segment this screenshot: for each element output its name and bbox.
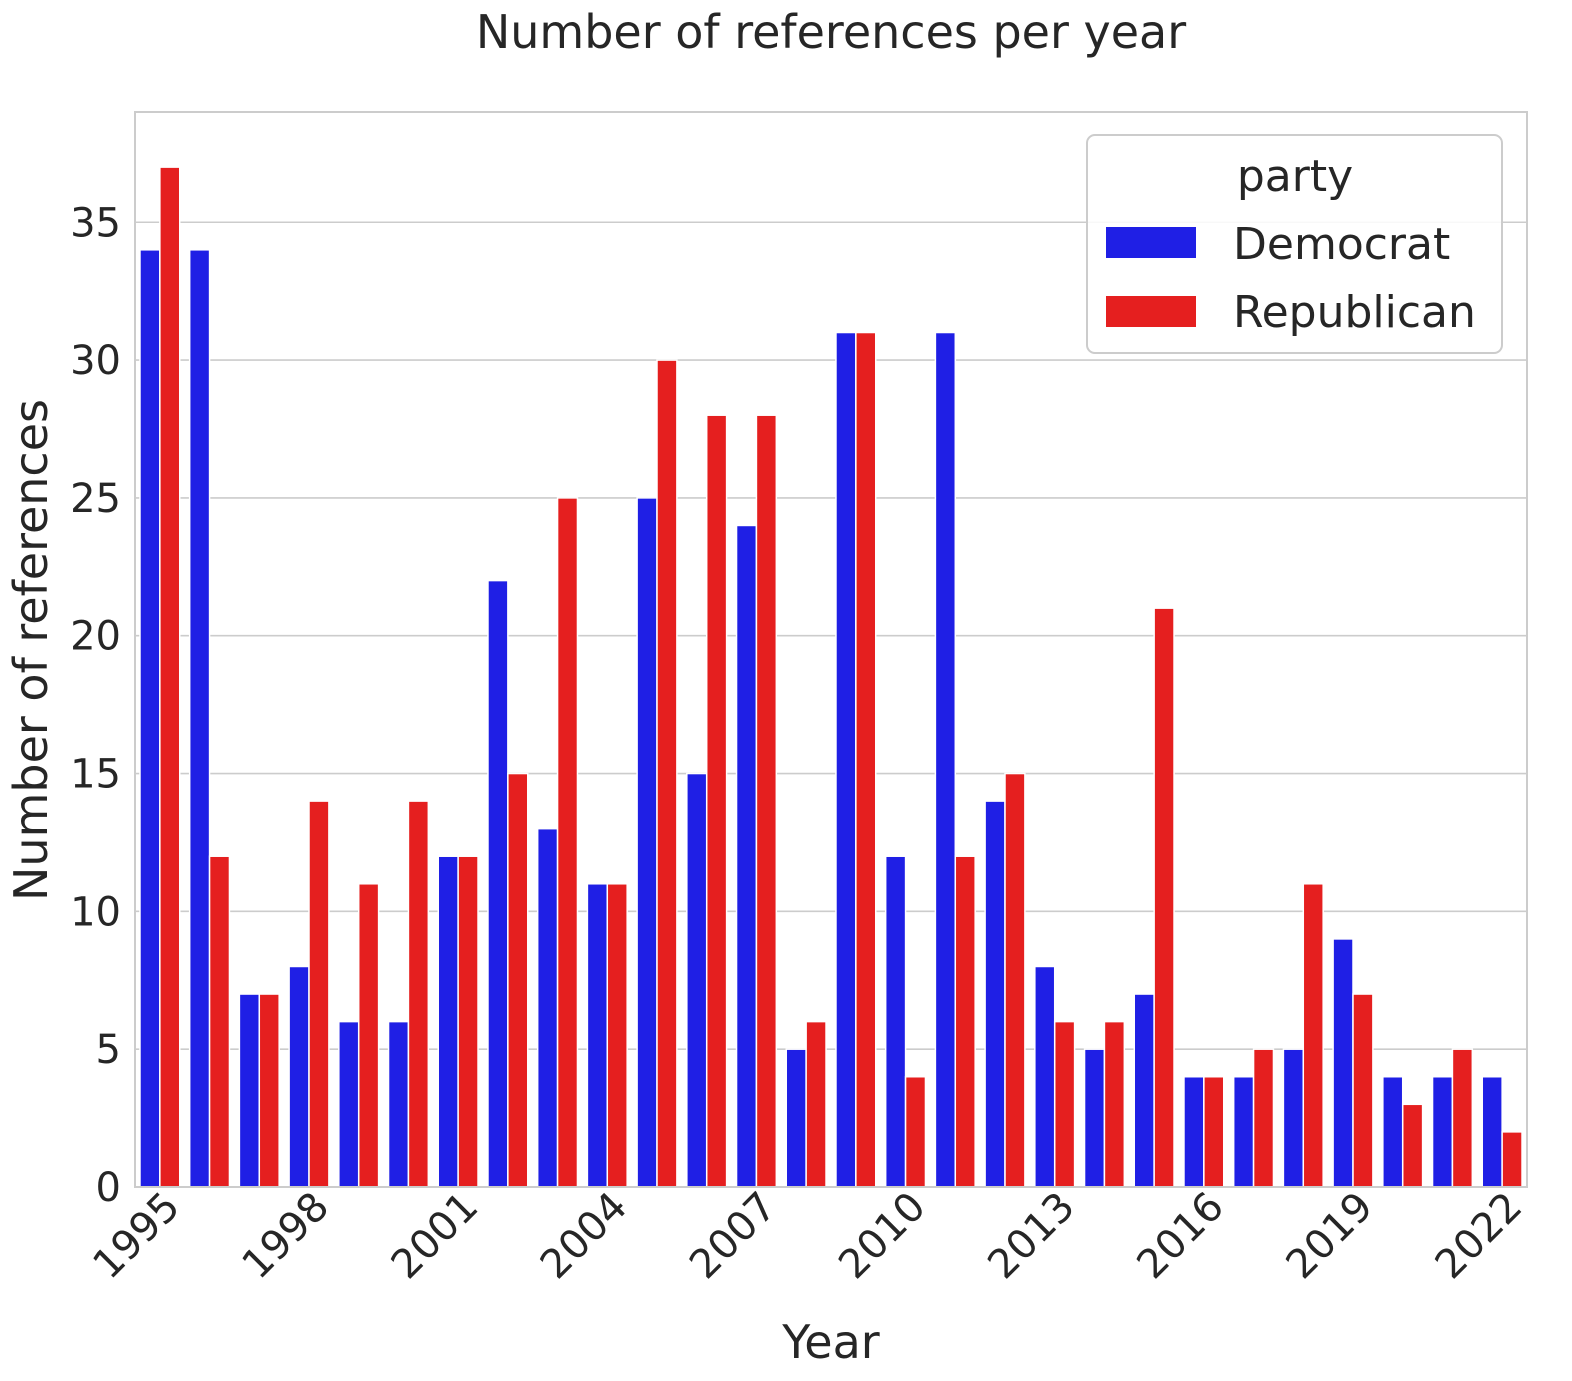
- x-tick-label: 2022: [1427, 1184, 1532, 1289]
- x-tick-label: 2007: [681, 1184, 786, 1289]
- bar-republican-1998: [308, 800, 330, 1188]
- bar-republican-2013: [1053, 1020, 1076, 1188]
- bar-republican-2022: [1501, 1131, 1523, 1188]
- x-tick-label: 2001: [383, 1184, 488, 1289]
- y-tick-label: 25: [70, 476, 121, 522]
- bar-republican-1995: [159, 166, 181, 1188]
- bar-republican-2003: [556, 497, 579, 1188]
- bar-democrat-2002: [487, 579, 509, 1188]
- bars: [139, 166, 1523, 1188]
- bar-republican-2000: [407, 800, 430, 1188]
- y-tick-label: 10: [70, 889, 121, 935]
- y-tick-label: 35: [70, 200, 121, 246]
- bar-democrat-1997: [238, 993, 261, 1188]
- bar-republican-1996: [208, 855, 231, 1188]
- bar-democrat-2008: [785, 1048, 807, 1188]
- y-tick-label: 30: [70, 338, 121, 384]
- x-tick-label: 2004: [532, 1184, 637, 1289]
- bar-republican-2018: [1302, 883, 1324, 1188]
- bar-democrat-2011: [934, 331, 957, 1188]
- y-tick-label: 5: [96, 1027, 121, 1073]
- chart-title: Number of references per year: [476, 5, 1186, 59]
- legend-label-republican: Republican: [1233, 287, 1476, 338]
- x-ticks: 1995 1998 2001 2004 2007 2010 2013 2016 2019 2022: [84, 1184, 1531, 1289]
- bar-republican-2014: [1103, 1020, 1126, 1188]
- bar-democrat-2018: [1282, 1048, 1305, 1188]
- bar-democrat-2016: [1183, 1075, 1205, 1188]
- bar-democrat-2006: [686, 772, 708, 1188]
- bar-republican-2002: [507, 772, 529, 1188]
- bar-republican-2006: [705, 414, 728, 1188]
- bar-republican-2001: [457, 855, 479, 1188]
- y-tick-label: 20: [70, 614, 121, 660]
- legend-swatch-republican: [1106, 296, 1196, 327]
- bar-republican-2008: [805, 1020, 827, 1188]
- bar-democrat-2009: [835, 331, 857, 1188]
- legend-swatch-democrat: [1106, 227, 1196, 258]
- x-tick-label: 2016: [1128, 1184, 1233, 1289]
- bar-democrat-2001: [437, 855, 459, 1188]
- bar-republican-2005: [656, 359, 678, 1188]
- bar-republican-2021: [1451, 1048, 1474, 1188]
- bar-democrat-2015: [1133, 993, 1155, 1188]
- bar-republican-2009: [855, 331, 877, 1188]
- bar-democrat-1995: [139, 249, 161, 1188]
- bar-republican-2010: [904, 1075, 927, 1188]
- x-tick-label: 2013: [979, 1184, 1084, 1289]
- bar-democrat-2007: [735, 524, 758, 1188]
- legend-label-democrat: Democrat: [1233, 219, 1450, 270]
- bar-democrat-2000: [387, 1020, 410, 1188]
- bar-republican-2017: [1252, 1048, 1275, 1188]
- bar-republican-2012: [1004, 772, 1026, 1188]
- bar-republican-2004: [606, 883, 628, 1188]
- bar-republican-1999: [357, 883, 380, 1188]
- x-tick-label: 2019: [1278, 1184, 1383, 1289]
- plot-frame: [134, 111, 1528, 1188]
- bar-democrat-2022: [1481, 1075, 1503, 1188]
- y-axis-label: Number of references: [4, 399, 58, 901]
- bar-democrat-2005: [636, 497, 658, 1188]
- y-tick-label: 0: [96, 1165, 121, 1211]
- legend-title: party: [1237, 151, 1353, 202]
- y-ticks: 0 5 10 15 20 25 30 35: [70, 200, 121, 1211]
- bar-democrat-2020: [1382, 1075, 1404, 1188]
- bar-republican-2007: [755, 414, 778, 1188]
- bar-republican-2016: [1203, 1075, 1225, 1188]
- bar-democrat-2021: [1431, 1075, 1454, 1188]
- bar-democrat-1996: [188, 249, 211, 1188]
- bar-democrat-2017: [1232, 1075, 1255, 1188]
- bar-democrat-2014: [1083, 1048, 1106, 1188]
- bar-democrat-2013: [1034, 965, 1056, 1188]
- x-tick-label: 1998: [234, 1184, 339, 1289]
- bar-republican-1997: [258, 993, 280, 1188]
- legend: party Democrat Republican: [1086, 134, 1503, 354]
- x-axis-label: Year: [781, 1315, 879, 1369]
- bar-democrat-2019: [1332, 938, 1354, 1188]
- y-tick-label: 15: [70, 752, 121, 798]
- x-tick-label: 2010: [830, 1184, 935, 1289]
- bar-democrat-1998: [288, 965, 310, 1188]
- bar-republican-2011: [954, 855, 976, 1188]
- bar-republican-2020: [1401, 1103, 1424, 1188]
- bar-republican-2019: [1352, 993, 1374, 1188]
- bar-democrat-2012: [984, 800, 1006, 1188]
- bar-republican-2015: [1153, 607, 1175, 1188]
- bar-democrat-2003: [536, 827, 559, 1188]
- bar-democrat-2010: [884, 855, 907, 1188]
- bar-democrat-1999: [338, 1020, 360, 1188]
- bar-democrat-2004: [586, 883, 609, 1188]
